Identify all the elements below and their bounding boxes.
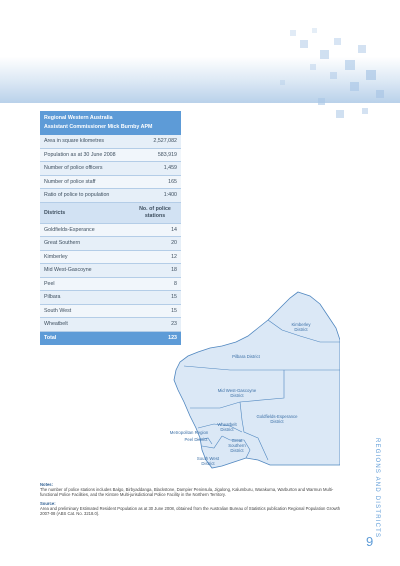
district-name: Great Southern	[44, 240, 81, 247]
map-label-peel: Peel District	[184, 437, 208, 442]
boundary-greatsouthern	[221, 435, 251, 459]
row-value: 583,919	[157, 151, 177, 158]
table-row: Kimberley 12	[40, 250, 181, 264]
notes-text: The number of police stations includes B…	[40, 487, 334, 498]
side-label-text: REGIONS AND DISTRICTS	[374, 438, 380, 539]
district-name: Kimberley	[44, 253, 68, 260]
station-count: 15	[171, 307, 177, 314]
regional-stats-table: Regional Western Australia Assistant Com…	[40, 111, 181, 345]
table-row: Population as at 30 June 2008 583,919	[40, 148, 181, 162]
map-label-kimberley: Kimberley District	[291, 322, 311, 332]
table-row: Ratio of police to population 1:400	[40, 189, 181, 203]
section-side-label: REGIONS AND DISTRICTS	[372, 438, 380, 540]
map-label-southwest: South West District	[196, 456, 220, 466]
row-label: Population as at 30 June 2008	[44, 151, 116, 158]
stations-heading: No. of police stations	[139, 205, 171, 219]
station-count: 8	[174, 280, 177, 287]
row-label: Number of police officers	[44, 165, 103, 172]
source-text: Area and preliminary Estimated Resident …	[40, 505, 341, 517]
row-value: 1:400	[163, 192, 177, 199]
page-number: 9	[366, 534, 374, 549]
map-label-wheatbelt: Wheatbelt District	[217, 422, 237, 432]
boundary-peel	[197, 437, 213, 445]
district-name: South West	[44, 307, 72, 314]
wa-district-map: Kimberley District Pilbara District Mid …	[150, 290, 341, 470]
table-row: Mid West-Gascoyne 18	[40, 264, 181, 278]
table-row: Great Southern 20	[40, 237, 181, 251]
boundary-wheatbelt	[197, 423, 243, 433]
total-value: 123	[168, 335, 177, 341]
notes-heading: Notes:	[40, 482, 54, 487]
map-label-greatsouthern: Great Southern District	[228, 438, 246, 453]
row-value: 2,527,082	[153, 138, 177, 145]
district-name: Pilbara	[44, 294, 61, 301]
station-count: 20	[171, 240, 177, 247]
notes-section: Notes: The number of police stations inc…	[40, 482, 345, 519]
district-name: Mid West-Gascoyne	[44, 267, 92, 274]
total-row: Total 123	[40, 331, 181, 345]
source-heading: Source:	[40, 500, 56, 506]
row-value: 165	[168, 178, 177, 185]
table-row: Goldfields-Esperance 14	[40, 223, 181, 237]
station-count: 14	[171, 226, 177, 233]
row-label: Ratio of police to population	[44, 192, 110, 199]
region-title: Regional Western Australia	[44, 115, 113, 121]
station-count: 12	[171, 253, 177, 260]
map-label-goldfields: Goldfields-Esperance District	[256, 414, 298, 424]
station-count: 23	[171, 321, 177, 328]
commissioner-name: Assistant Commissioner Mick Burnby APM	[44, 123, 153, 130]
boundary-kimberley	[267, 319, 340, 343]
table-row: Wheatbelt 23	[40, 318, 181, 332]
map-label-metro: Metropolitan Region	[169, 430, 209, 435]
table-header: Regional Western Australia Assistant Com…	[40, 111, 181, 135]
table-row: Number of police officers 1,459	[40, 162, 181, 176]
boundary-southwest	[201, 435, 223, 449]
header-band	[0, 0, 400, 103]
table-row: South West 15	[40, 304, 181, 318]
station-count: 15	[171, 294, 177, 301]
row-label: Number of police staff	[44, 178, 96, 185]
boundary-goldfields	[239, 401, 269, 461]
districts-heading: Districts	[44, 209, 66, 216]
table-row: Peel 8	[40, 277, 181, 291]
map-label-midwest: Mid West-Gascoyne District	[217, 388, 257, 398]
table-row: Number of police staff 165	[40, 175, 181, 189]
table-row: Pilbara 15	[40, 291, 181, 305]
districts-column-header: Districts No. of police stations	[40, 202, 181, 224]
map-label-pilbara: Pilbara District	[232, 354, 260, 359]
station-count: 18	[171, 267, 177, 274]
district-name: Peel	[44, 280, 55, 287]
district-name: Goldfields-Esperance	[44, 226, 95, 233]
row-label: Area in square kilometres	[44, 138, 105, 145]
boundary-pilbara	[183, 365, 340, 371]
table-row: Area in square kilometres 2,527,082	[40, 135, 181, 149]
row-value: 1,459	[163, 165, 177, 172]
district-name: Wheatbelt	[44, 321, 68, 328]
total-label: Total	[44, 335, 57, 341]
